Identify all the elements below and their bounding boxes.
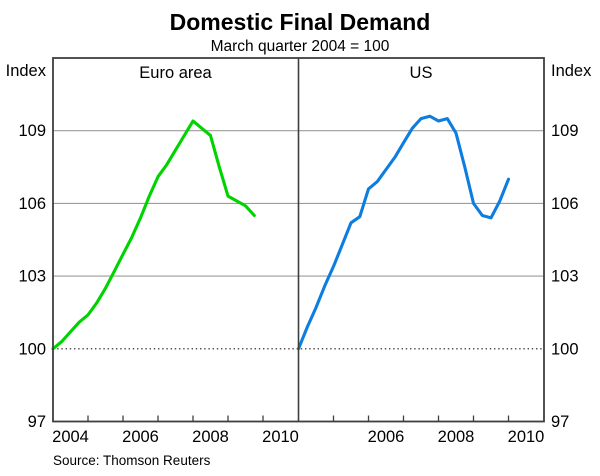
x-tick-label-left-2004: 2004 <box>52 428 89 446</box>
y-tick-label-left-103: 103 <box>18 268 46 286</box>
panel-label-us: US <box>410 64 433 82</box>
chart-subtitle: March quarter 2004 = 100 <box>211 38 390 55</box>
source-note: Source: Thomson Reuters <box>53 453 211 468</box>
x-tick-label-right-2008: 2008 <box>438 428 475 446</box>
x-tick-label-right-2006: 2006 <box>368 428 405 446</box>
y-tick-label-right-109: 109 <box>551 122 579 140</box>
euro-area-line <box>51 119 256 351</box>
x-tick-label-left-2008: 2008 <box>192 428 229 446</box>
y-tick-labels-right: 109 106 103 100 97 <box>551 122 579 431</box>
x-tick-label-right-2010: 2010 <box>508 428 545 446</box>
chart-title: Domestic Final Demand <box>170 9 431 35</box>
y-tick-label-right-103: 103 <box>551 268 579 286</box>
y-tick-label-right-106: 106 <box>551 195 579 213</box>
y-tick-label-left-100: 100 <box>18 340 46 358</box>
y-tick-label-right-97: 97 <box>551 413 569 431</box>
y-tick-label-left-109: 109 <box>18 122 46 140</box>
panel-label-euro-area: Euro area <box>139 64 212 82</box>
y-tick-labels-left: 109 106 103 100 97 <box>18 122 46 431</box>
y-axis-unit-right: Index <box>551 62 592 80</box>
x-tick-label-left-2006: 2006 <box>122 428 159 446</box>
x-tick-label-left-2010: 2010 <box>262 428 299 446</box>
y-tick-label-right-100: 100 <box>551 340 579 358</box>
y-tick-label-left-106: 106 <box>18 195 46 213</box>
x-axis-ticks <box>87 415 510 422</box>
y-tick-label-left-97: 97 <box>28 413 46 431</box>
x-tick-labels: 2004 2006 2008 2010 2006 2008 2010 <box>52 428 544 446</box>
us-line <box>296 114 511 351</box>
y-axis-unit-left: Index <box>6 62 47 80</box>
